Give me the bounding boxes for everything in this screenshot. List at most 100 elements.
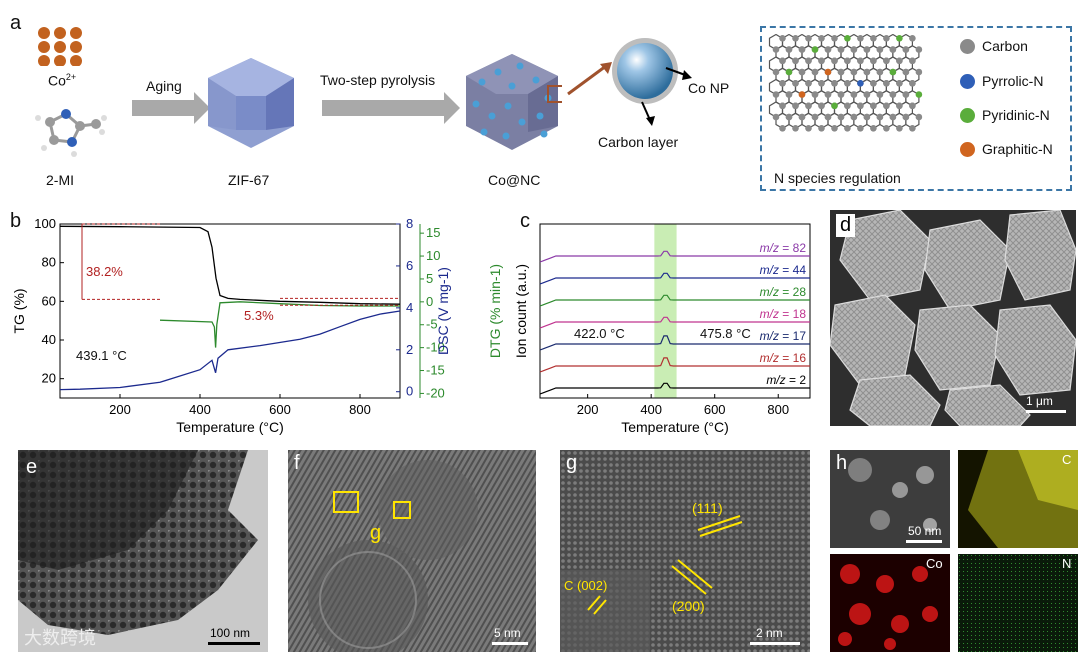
lattice-atom (818, 35, 825, 42)
carbon-002-label: C (002) (564, 578, 608, 593)
dsc-tick-label: 8 (406, 216, 413, 231)
dtg-tick-label: -15 (426, 363, 445, 378)
thermal-analysis-chart: 200 400 600 800 20 40 60 80 100 0 2 4 6 8 15 10 5 0 -5 -10 -… (11, 216, 503, 435)
lattice-atom (896, 80, 903, 87)
panel-h-letter: h (836, 452, 848, 474)
haadf-scalebar (906, 540, 942, 543)
lattice-atom (805, 102, 812, 110)
tg-tick-label: 100 (34, 216, 56, 231)
x-tick-label: 200 (577, 402, 599, 417)
sem-scalebar (1026, 410, 1066, 413)
lattice-atom (785, 113, 793, 121)
n-species-caption: N species regulation (774, 170, 901, 186)
lattice-atom (870, 102, 877, 110)
lattice-atom (876, 91, 884, 98)
lattice-atom (909, 80, 916, 87)
lattice-atom (779, 102, 786, 110)
lattice-scale-label: 2 nm (756, 626, 783, 640)
lattice-atom (772, 68, 780, 76)
eds-map-nitrogen: N (958, 554, 1078, 652)
dtg-tick-label: 15 (426, 225, 440, 240)
lattice-atom (818, 125, 825, 132)
lattice-atom (850, 113, 858, 121)
x-axis-label: Temperature (°C) (621, 419, 729, 435)
highlight-band (654, 224, 677, 398)
co-ions-icon (38, 27, 82, 66)
lattice-atom (883, 102, 890, 110)
lattice-atom (837, 46, 845, 53)
lattice-atom (896, 57, 903, 65)
lattice-atom (779, 80, 786, 87)
lattice-atom (889, 91, 897, 98)
x-tick-label: 400 (189, 402, 211, 417)
mass-loss-53-label: 5.3% (244, 308, 274, 323)
lattice-atom (896, 35, 903, 42)
lattice-atom (798, 46, 806, 53)
lattice-atom (837, 91, 845, 98)
zif67-crystal-icon (208, 58, 294, 148)
lattice-atom (844, 125, 851, 132)
panel-d-letter: d (836, 214, 856, 237)
lattice-atom (915, 68, 923, 76)
lattice-atom (883, 57, 890, 65)
lattice-atom (779, 125, 786, 132)
lattice-atom (909, 57, 916, 65)
lattice-atom (876, 68, 884, 76)
panel-g-letter: g (566, 452, 578, 474)
peak-422-label: 422.0 °C (574, 326, 625, 341)
lattice-atom (792, 102, 799, 110)
lattice-atom (870, 57, 877, 65)
x-tick-label: 600 (269, 402, 291, 417)
lattice-atom (870, 125, 877, 132)
lattice-atom (785, 68, 793, 76)
lattice-atom (909, 102, 916, 110)
lattice-atom (915, 46, 923, 53)
dtg-tick-label: 0 (426, 294, 433, 309)
legend-pyridinic: Pyridinic-N (982, 107, 1050, 123)
lattice-hexagon (905, 112, 920, 129)
lattice-atom (863, 91, 871, 98)
lattice-atom (844, 35, 851, 42)
ion-trace-label: m/z = 44 (760, 263, 807, 277)
lattice-atom (792, 125, 799, 132)
co-np-label: Co NP (688, 80, 730, 96)
lattice-atom (889, 68, 897, 76)
lattice-atom (844, 57, 851, 65)
lattice-atom (876, 113, 884, 121)
sem-polyhedra-texture (830, 210, 1076, 426)
co-ion-label: Co2+ (48, 72, 77, 89)
panel-f-letter: f (294, 452, 300, 474)
ion-trace-line (539, 316, 810, 329)
g-region-label: g (370, 522, 382, 544)
legend-carbon: Carbon (982, 38, 1028, 54)
dtg-tick-label: 5 (426, 271, 433, 286)
lattice-atom (902, 68, 910, 76)
lattice-atom (811, 46, 819, 53)
lattice-atom (870, 35, 877, 42)
lattice-atom (850, 46, 858, 53)
x-tick-label: 200 (109, 402, 131, 417)
lattice-atom (792, 80, 799, 87)
lattice-atom (883, 35, 890, 42)
lattice-atom (889, 46, 897, 53)
lattice-atom (870, 80, 877, 87)
ion-trace-line (539, 272, 810, 285)
lattice-atom (772, 91, 780, 98)
lattice-atom (805, 125, 812, 132)
lattice-atom (779, 35, 786, 42)
sem-scale-label: 1 μm (1026, 394, 1053, 408)
lattice-atom (883, 125, 890, 132)
lattice-atom (785, 46, 793, 53)
lattice-atom (779, 57, 786, 65)
lattice-atom (909, 125, 916, 132)
lattice-atom (857, 80, 864, 87)
x-tick-label: 800 (767, 402, 789, 417)
tg-tick-label: 40 (42, 332, 56, 347)
lattice-atom (837, 113, 845, 121)
lattice-atom (811, 113, 819, 121)
lattice-atom (811, 68, 819, 76)
dtg-tick-label: 10 (426, 248, 440, 263)
lattice-atom (844, 80, 851, 87)
lattice-atom (811, 91, 819, 98)
lattice-atom (792, 57, 799, 65)
